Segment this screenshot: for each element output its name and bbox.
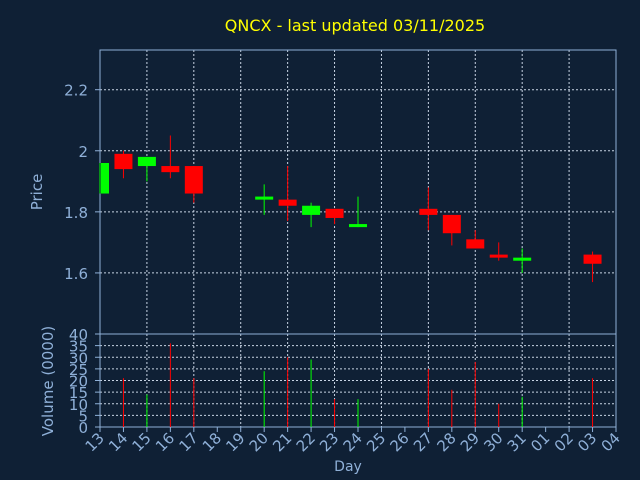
volume-tick-label: 40 bbox=[69, 326, 88, 344]
volume-axis-label: Volume (0000) bbox=[39, 326, 57, 436]
volume-tick-label: 0 bbox=[78, 419, 88, 437]
candle-body bbox=[101, 162, 109, 194]
candle-body bbox=[278, 199, 297, 206]
candle-body bbox=[114, 153, 133, 170]
x-axis-label: Day bbox=[334, 459, 362, 475]
price-tick-label: 1.8 bbox=[64, 204, 88, 222]
volume-tick-label: 10 bbox=[69, 396, 88, 414]
candle-body bbox=[489, 254, 508, 258]
candle-body bbox=[466, 239, 485, 249]
volume-tick-label: 5 bbox=[78, 407, 88, 425]
price-tick-label: 2 bbox=[78, 143, 88, 161]
volume-tick-label: 20 bbox=[69, 373, 88, 391]
volume-bars bbox=[122, 343, 594, 427]
volume-tick-label: 15 bbox=[69, 384, 88, 402]
candle-body bbox=[137, 156, 156, 167]
candle-body bbox=[419, 208, 438, 215]
x-axis-ticks: 1314151617181920212223242526272829303101… bbox=[82, 427, 624, 455]
candle-body bbox=[583, 254, 602, 264]
volume-tick-label: 35 bbox=[69, 338, 88, 356]
candle-body bbox=[325, 208, 344, 218]
price-tick-label: 2.2 bbox=[64, 82, 88, 100]
candle-body bbox=[349, 224, 367, 228]
price-tick-label: 1.6 bbox=[64, 265, 88, 283]
candle-body bbox=[184, 166, 203, 194]
candle-body bbox=[161, 166, 180, 173]
candle-body bbox=[513, 257, 532, 261]
chart-title: QNCX - last updated 03/11/2025 bbox=[225, 16, 485, 35]
candle-body bbox=[442, 214, 461, 234]
volume-tick-label: 25 bbox=[69, 361, 88, 379]
volume-tick-label: 30 bbox=[69, 349, 88, 367]
candle-body bbox=[255, 196, 274, 200]
price-axis-label: Price bbox=[28, 174, 46, 211]
price-axis-ticks: 1.6 1.8 2 2.2 bbox=[64, 82, 100, 283]
price-candles bbox=[99, 135, 602, 283]
candle-body bbox=[302, 205, 321, 215]
